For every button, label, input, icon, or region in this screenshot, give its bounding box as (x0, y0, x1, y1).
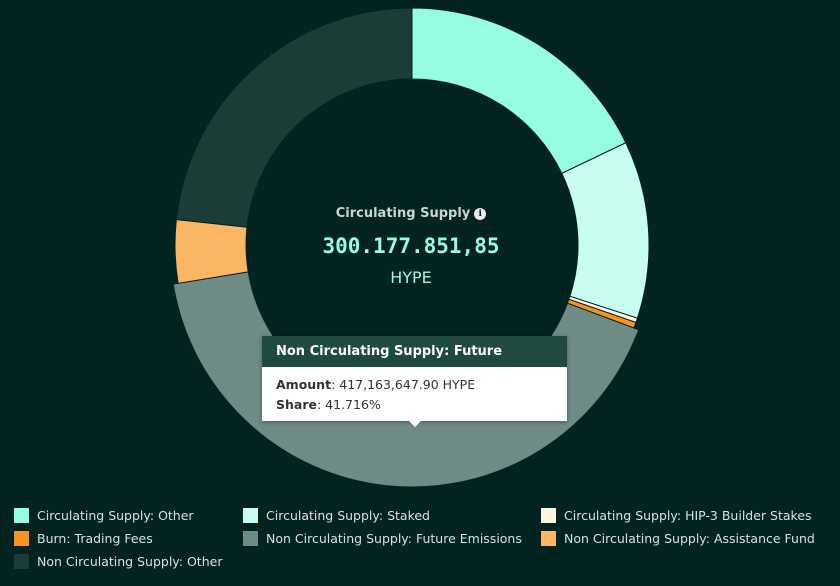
legend-item[interactable]: Circulating Supply: Staked (243, 507, 430, 523)
center-title: Circulating Supply i (291, 206, 531, 221)
tooltip-amount-label: Amount (276, 377, 332, 392)
center-title-text: Circulating Supply (335, 206, 471, 221)
circulating-supply-unit: HYPE (390, 268, 432, 287)
tooltip-share-row: Share: 41.716% (276, 397, 381, 412)
tooltip-share-value: 41.716% (325, 397, 381, 412)
legend-label: Non Circulating Supply: Assistance Fund (564, 530, 815, 546)
legend-label: Non Circulating Supply: Other (37, 553, 223, 569)
legend-item[interactable]: Non Circulating Supply: Future Emissions (243, 530, 522, 546)
tooltip-amount-row: Amount: 417,163,647.90 HYPE (276, 377, 476, 392)
legend-item[interactable]: Circulating Supply: Other (14, 507, 194, 523)
legend-item[interactable]: Burn: Trading Fees (14, 530, 153, 546)
legend-label: Circulating Supply: Staked (266, 507, 430, 523)
donut-slice[interactable] (175, 7, 413, 228)
legend-swatch (541, 530, 556, 546)
info-icon[interactable]: i (474, 208, 487, 220)
legend-label: Burn: Trading Fees (37, 530, 153, 546)
legend-swatch (14, 553, 29, 569)
donut-slice[interactable] (174, 218, 249, 284)
donut-slice[interactable] (411, 7, 627, 175)
legend-label: Circulating Supply: HIP-3 Builder Stakes (564, 507, 812, 523)
legend-swatch (243, 507, 258, 523)
legend-label: Non Circulating Supply: Future Emissions (266, 530, 522, 546)
donut-slices (172, 7, 650, 488)
legend-item[interactable]: Circulating Supply: HIP-3 Builder Stakes (541, 507, 812, 523)
legend-label: Circulating Supply: Other (37, 507, 194, 523)
donut-slice[interactable] (561, 142, 650, 319)
legend-swatch (243, 530, 258, 546)
circulating-supply-value: 300.177.851,85 (322, 234, 500, 258)
tooltip-amount-value: 417,163,647.90 HYPE (339, 377, 476, 392)
legend-item[interactable]: Non Circulating Supply: Assistance Fund (541, 530, 815, 546)
legend-swatch (14, 507, 29, 523)
tooltip-body: Amount: 417,163,647.90 HYPE Share: 41.71… (262, 367, 567, 421)
tooltip-title: Non Circulating Supply: Future Emissions (262, 336, 567, 390)
legend-item[interactable]: Non Circulating Supply: Other (14, 553, 222, 569)
legend-swatch (541, 507, 556, 523)
chart-tooltip: Non Circulating Supply: Future Emissions… (262, 336, 567, 427)
tooltip-share-label: Share (276, 397, 317, 412)
tooltip-arrow (408, 420, 422, 427)
legend-swatch (14, 530, 29, 546)
